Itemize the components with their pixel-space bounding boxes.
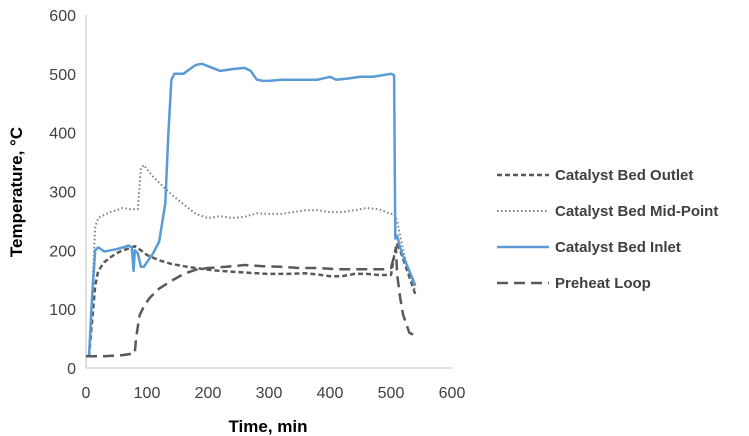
- x-axis-title: Time, min: [228, 417, 307, 436]
- y-tick-label: 0: [67, 361, 76, 378]
- y-tick-label: 600: [49, 8, 76, 25]
- x-tick-label: 0: [82, 385, 91, 402]
- series-line-catalyst-bed-outlet: [87, 243, 417, 357]
- legend: Catalyst Bed Outlet Catalyst Bed Mid-Poin…: [497, 167, 718, 292]
- series-line-catalyst-bed-inlet: [87, 62, 417, 357]
- y-axis-ticks: 0 100 200 300 400 500 600: [49, 8, 76, 378]
- x-tick-label: 400: [317, 385, 344, 402]
- axes: [85, 15, 452, 369]
- legend-label: Catalyst Bed Inlet: [555, 239, 681, 256]
- x-tick-label: 200: [195, 385, 222, 402]
- series-line-preheat-loop: [86, 246, 416, 358]
- y-tick-label: 400: [49, 126, 76, 143]
- x-tick-label: 100: [134, 385, 161, 402]
- y-tick-label: 200: [49, 243, 76, 260]
- legend-label: Preheat Loop: [555, 275, 651, 292]
- x-tick-label: 500: [378, 385, 405, 402]
- series-lines: [86, 62, 417, 358]
- legend-label: Catalyst Bed Outlet: [555, 167, 693, 184]
- y-axis-title: Temperature, °C: [7, 127, 26, 257]
- y-tick-label: 500: [49, 67, 76, 84]
- y-tick-label: 300: [49, 185, 76, 202]
- x-axis-ticks: 0 100 200 300 400 500 600: [82, 385, 466, 402]
- x-tick-label: 300: [256, 385, 283, 402]
- x-tick-label: 600: [439, 385, 466, 402]
- series-line-catalyst-bed-mid-point: [88, 164, 417, 357]
- legend-label: Catalyst Bed Mid-Point: [555, 203, 718, 220]
- y-tick-label: 100: [49, 302, 76, 319]
